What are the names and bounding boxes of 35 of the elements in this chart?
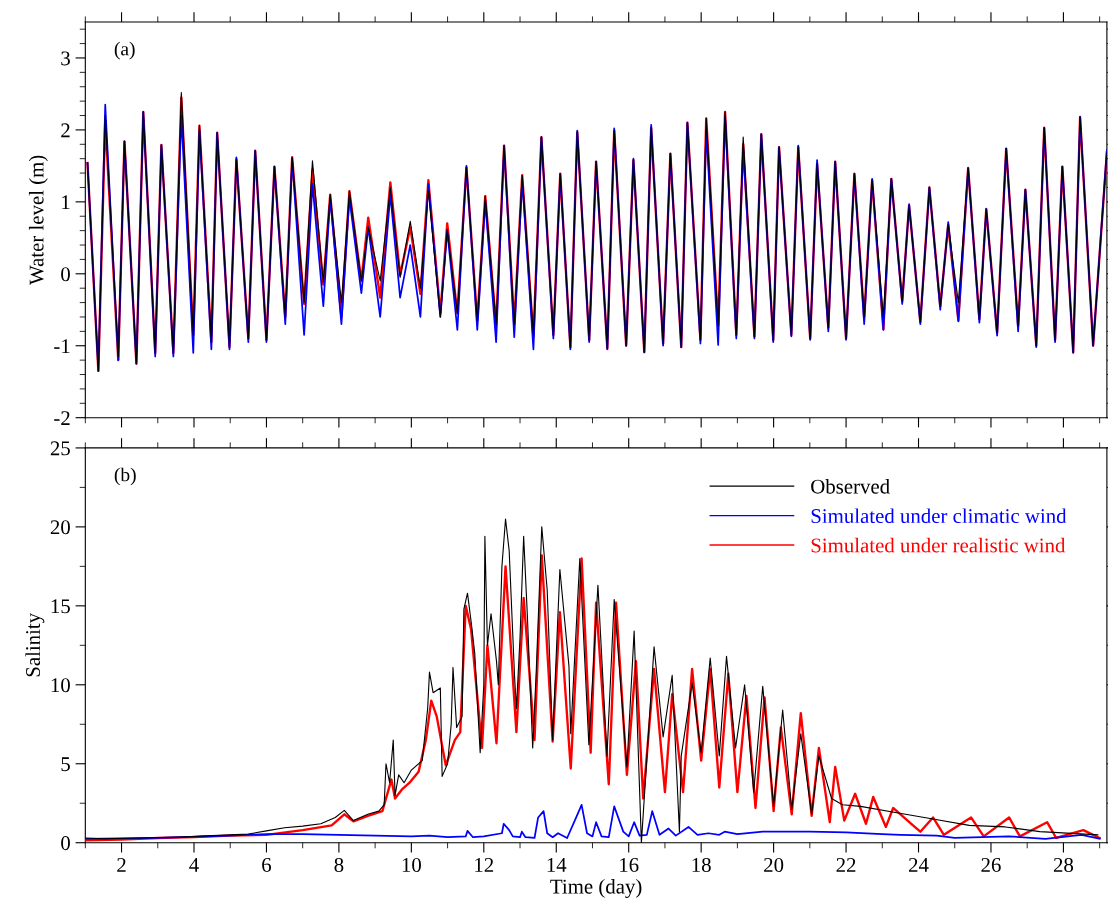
y-axis-title: Water level (m) [28,155,48,285]
y-tick-label: 2 [61,123,70,138]
annotation: (b) [114,467,136,486]
x-tick-label: 2 [117,857,126,872]
x-tick-label: 20 [764,857,784,872]
x-tick-label: 6 [262,857,272,872]
y-tick-label: -1 [54,339,70,353]
x-tick-label: 24 [909,857,929,872]
legend-label: Simulated under realistic wind [811,537,1066,553]
x-tick-label: 22 [836,857,856,872]
legend-label: Simulated under climatic wind [811,508,1067,524]
y-tick-label: 20 [50,520,70,535]
x-tick-label: 4 [189,858,199,872]
x-tick-label: 12 [475,857,494,872]
x-tick-label: 28 [1053,857,1074,872]
y-tick-label: 5 [61,757,70,772]
x-tick-label: 8 [334,857,344,872]
y-tick-label: 0 [61,836,70,851]
y-tick-label: 0 [61,267,70,282]
y-tick-label: 10 [51,678,70,693]
y-tick-label: 3 [61,51,70,66]
x-tick-label: 16 [620,857,639,872]
y-axis-title: Salinity [25,612,45,677]
x-tick-label: 18 [692,857,711,872]
x-tick-label: 26 [981,857,1001,872]
y-tick-label: 1 [62,195,70,210]
x-tick-label: 14 [547,858,567,872]
x-axis-title: Time (day) [550,878,642,898]
x-tick-label: 10 [402,857,421,872]
y-tick-label: 25 [50,441,70,456]
legend-label: Observed [811,478,890,494]
y-tick-label: -2 [54,411,70,425]
y-tick-label: 15 [51,599,70,614]
line-series [85,803,1101,840]
annotation: (a) [114,41,135,60]
